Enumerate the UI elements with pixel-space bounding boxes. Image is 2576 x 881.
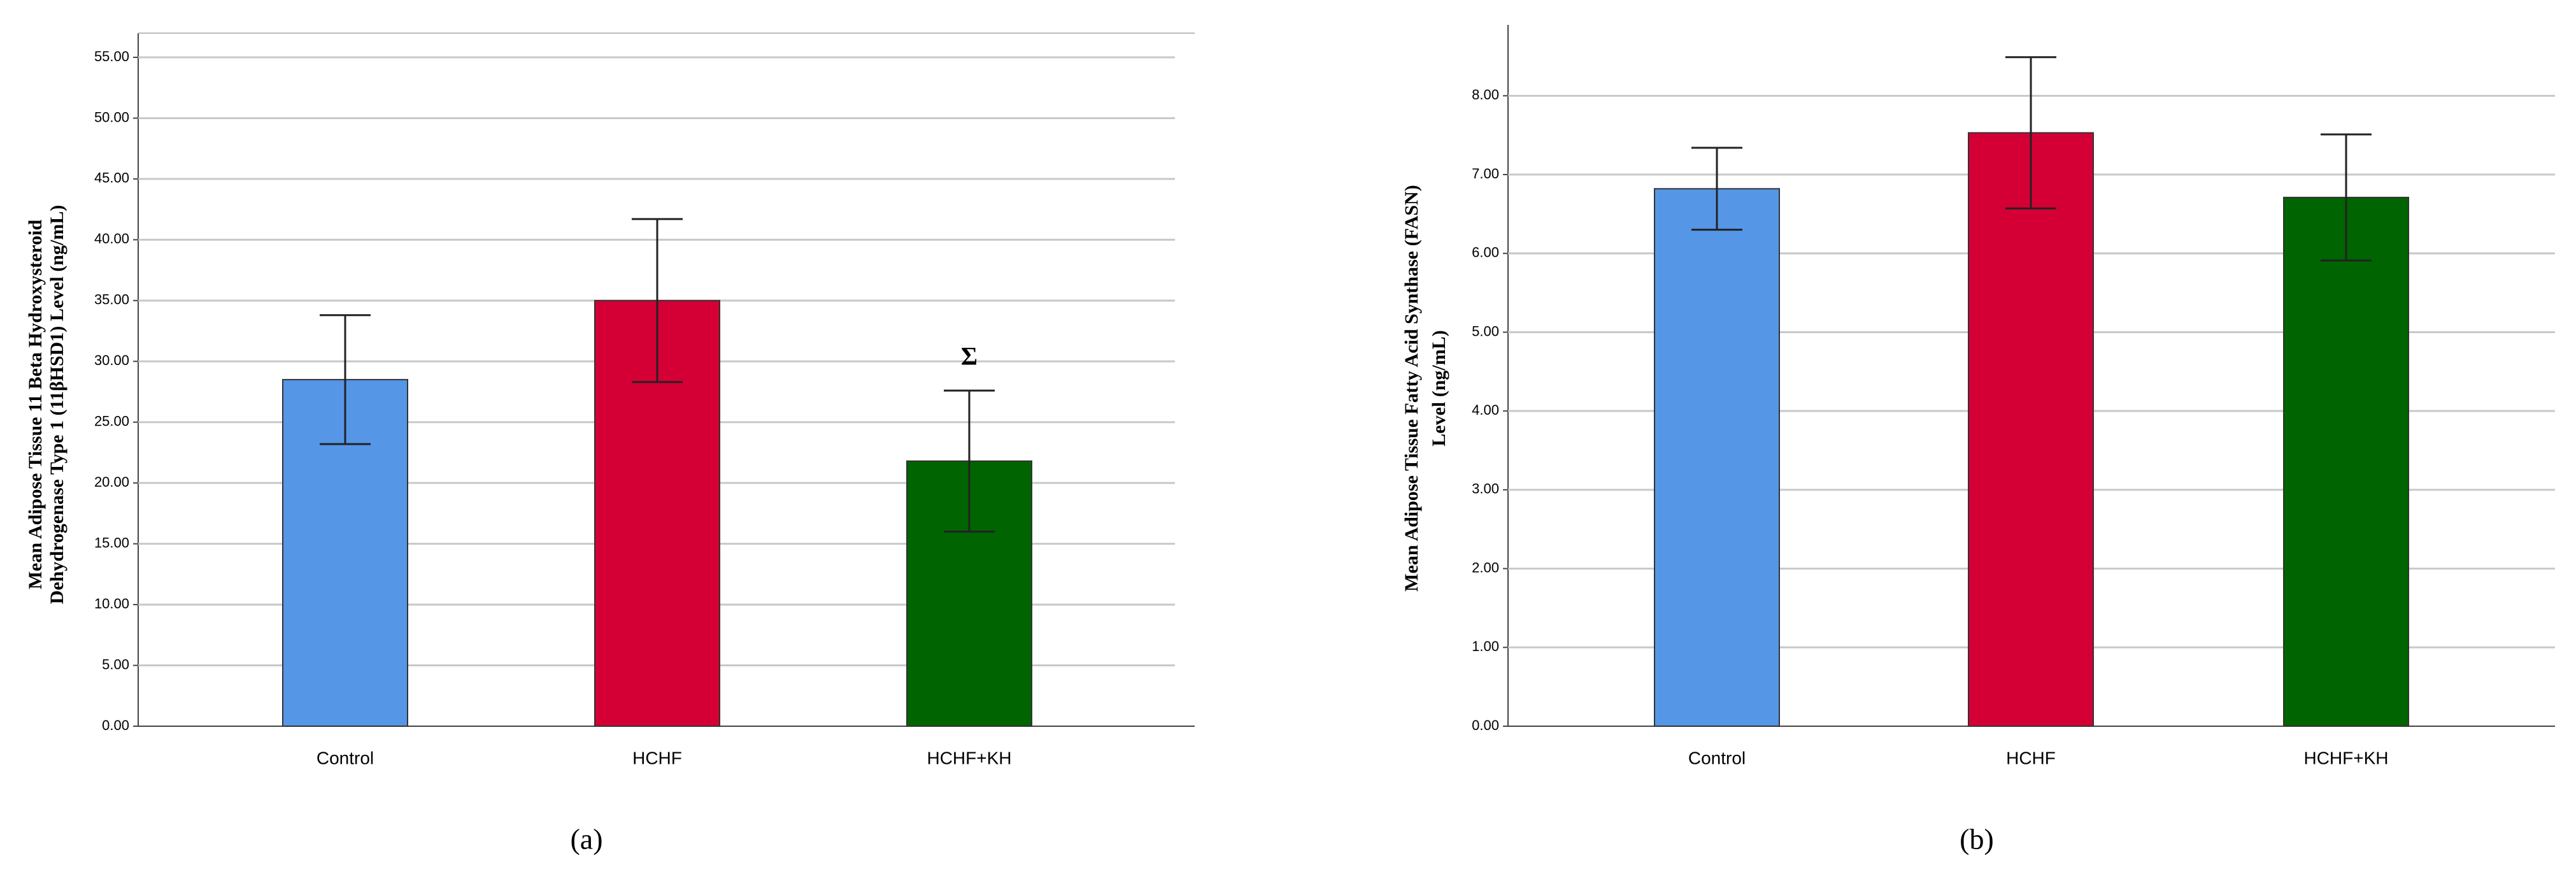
y-tick-label: 6.00 xyxy=(1472,245,1499,261)
y-tick-label: 40.00 xyxy=(94,231,129,247)
y-tick-label: 55.00 xyxy=(94,48,129,64)
x-tick-label: Control xyxy=(1688,748,1746,768)
y-tick-label: 10.00 xyxy=(94,596,129,612)
bar xyxy=(1654,188,1780,727)
bar xyxy=(2283,196,2409,727)
x-tick-label: HCHF xyxy=(632,748,682,768)
y-tick-label: 35.00 xyxy=(94,292,129,308)
y-axis-label: Mean Adipose Tissue 11 Beta Hydroxystero… xyxy=(25,220,46,590)
error-bar xyxy=(944,389,995,533)
y-tick-label: 25.00 xyxy=(94,413,129,429)
error-bar xyxy=(2321,133,2372,262)
y-tick-label: 0.00 xyxy=(1472,717,1499,733)
annotation: Σ xyxy=(961,341,978,370)
y-tick-label: 3.00 xyxy=(1472,481,1499,497)
x-tick-label: Control xyxy=(317,748,374,768)
y-tick-label: 1.00 xyxy=(1472,638,1499,654)
y-axis-label: Mean Adipose Tissue Fatty Acid Synthase … xyxy=(1401,185,1422,591)
error-bar xyxy=(320,314,371,445)
error-bar xyxy=(1691,147,1742,231)
y-axis-label: Level (ng/mL) xyxy=(1428,330,1449,446)
x-tick-label: HCHF xyxy=(2006,748,2056,768)
x-tick-label: HCHF+KH xyxy=(2303,748,2388,768)
y-tick-label: 5.00 xyxy=(102,656,129,672)
error-bar xyxy=(632,218,683,383)
y-tick-label: 2.00 xyxy=(1472,559,1499,575)
y-tick-label: 0.00 xyxy=(102,717,129,733)
y-tick-label: 7.00 xyxy=(1472,166,1499,182)
y-tick-label: 50.00 xyxy=(94,109,129,125)
y-tick-label: 45.00 xyxy=(94,170,129,186)
y-tick-label: 20.00 xyxy=(94,474,129,490)
y-tick-label: 4.00 xyxy=(1472,402,1499,418)
y-tick-label: 30.00 xyxy=(94,352,129,368)
y-tick-label: 15.00 xyxy=(94,534,129,550)
y-tick-label: 8.00 xyxy=(1472,87,1499,103)
y-axis-label: Dehydrogenase Type 1 (11βHSD1) Level (ng… xyxy=(46,205,68,605)
panel-label: (b) xyxy=(1960,823,1994,856)
x-tick-label: HCHF+KH xyxy=(927,748,1011,768)
bar xyxy=(1968,132,2094,727)
error-bar xyxy=(2005,56,2056,210)
panel-label: (a) xyxy=(570,823,602,856)
y-tick-label: 5.00 xyxy=(1472,323,1499,339)
